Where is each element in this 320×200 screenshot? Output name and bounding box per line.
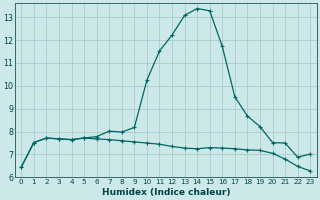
X-axis label: Humidex (Indice chaleur): Humidex (Indice chaleur) [101,188,230,197]
